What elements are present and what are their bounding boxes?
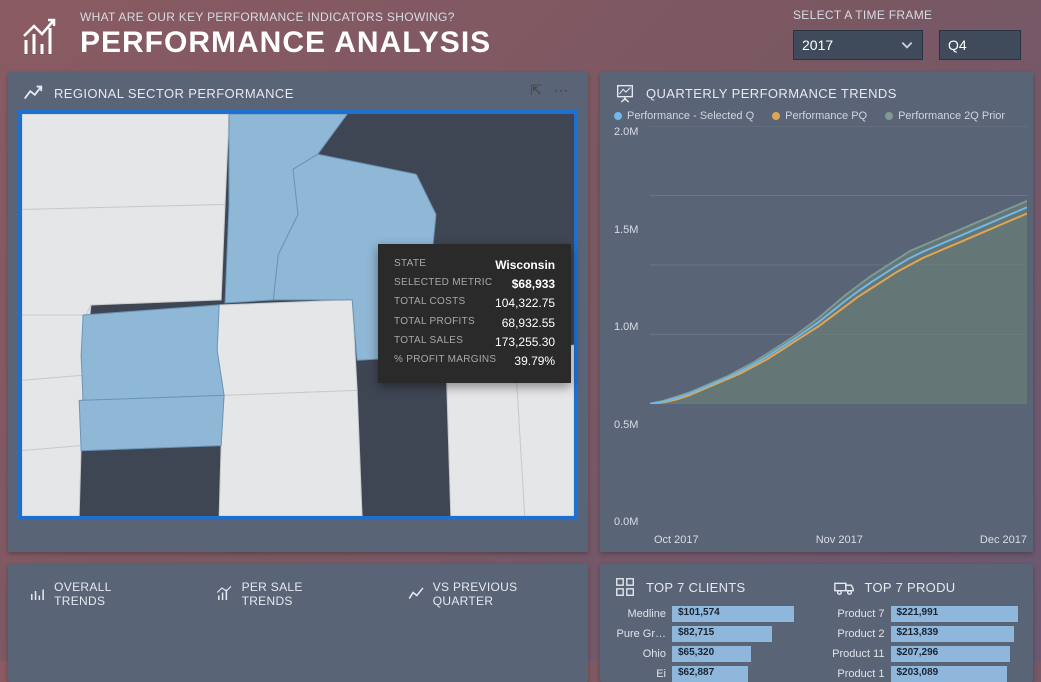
timeframe-label: SELECT A TIME FRAME (793, 8, 1021, 22)
top-clients-title: TOP 7 CLIENTS (646, 580, 746, 595)
bar-row-value: $207,296 (897, 647, 939, 658)
export-icon[interactable]: ⇱ (530, 82, 542, 99)
top-clients-section: TOP 7 CLIENTS Medline $101,574 Pure Gr… $82… (610, 568, 805, 682)
quarter-value: Q4 (948, 37, 967, 53)
tooltip-row: % PROFIT MARGINS39.79% (394, 352, 555, 371)
y-tick-label: 1.5M (614, 224, 650, 236)
bar-row-label: Product 1 (829, 668, 885, 680)
bar-row-value: $221,991 (897, 607, 939, 618)
quarterly-trends-panel: QUARTERLY PERFORMANCE TRENDS Performance… (600, 72, 1033, 552)
bar-up-icon (215, 584, 233, 604)
bar-row[interactable]: Product 7 $221,991 (829, 606, 1024, 622)
chevron-down-icon (900, 38, 914, 52)
bar-row-label: Product 7 (829, 608, 885, 620)
legend-item: Performance PQ (772, 110, 867, 122)
bar-row[interactable]: Ei $62,887 (610, 666, 805, 682)
bar-row-label: Ei (610, 668, 666, 680)
top-products-section: TOP 7 PRODU Product 7 $221,991 Product 2 $2… (829, 568, 1024, 682)
tooltip-row: SELECTED METRIC$68,933 (394, 275, 555, 294)
bar-row[interactable]: Product 1 $203,089 (829, 666, 1024, 682)
bar-trend-icon (28, 584, 46, 604)
trend-up-icon (22, 82, 44, 104)
tab-label: VS PREVIOUS QUARTER (433, 580, 568, 608)
bar-row-label: Pure Gr… (610, 628, 666, 640)
bar-row-label: Medline (610, 608, 666, 620)
x-tick-label: Dec 2017 (980, 534, 1027, 546)
y-tick-label: 0.5M (614, 419, 650, 431)
trends-panel-title: QUARTERLY PERFORMANCE TRENDS (646, 86, 897, 101)
bar-row[interactable]: Medline $101,574 (610, 606, 805, 622)
trends-legend: Performance - Selected Q Performance PQ Pe… (600, 110, 1033, 126)
trend-tab[interactable]: OVERALL TRENDS (28, 580, 155, 608)
trend-tab[interactable]: VS PREVIOUS QUARTER (407, 580, 568, 608)
page-subtitle: WHAT ARE OUR KEY PERFORMANCE INDICATORS … (80, 10, 491, 24)
tooltip-row: STATEWisconsin (394, 256, 555, 275)
logo-icon (20, 14, 66, 60)
bar-row-label: Product 2 (829, 628, 885, 640)
y-tick-label: 2.0M (614, 126, 650, 138)
x-tick-label: Nov 2017 (816, 534, 863, 546)
bar-row-value: $101,574 (678, 607, 720, 618)
tooltip-row: TOTAL COSTS104,322.75 (394, 294, 555, 313)
top-products-title: TOP 7 PRODU (865, 580, 956, 595)
trends-chart[interactable]: 2.0M 1.5M 1.0M 0.5M 0.0M Oct 2017 Nov 2017 Dec… (600, 126, 1033, 552)
bar-row-label: Ohio (610, 648, 666, 660)
tab-label: PER SALE TRENDS (242, 580, 347, 608)
bar-row-value: $62,887 (678, 667, 714, 678)
legend-item: Performance - Selected Q (614, 110, 754, 122)
bar-row-label: Product 11 (829, 648, 885, 660)
year-select[interactable]: 2017 (793, 30, 923, 60)
map-tooltip: STATEWisconsinSELECTED METRIC$68,933TOTA… (378, 244, 571, 383)
tooltip-row: TOTAL PROFITS68,932.55 (394, 314, 555, 333)
overall-trends-panel: OVERALL TRENDS PER SALE TRENDS VS PREVIOUS… (8, 564, 588, 682)
map-visual[interactable]: STATEWisconsinSELECTED METRIC$68,933TOTA… (18, 110, 578, 520)
bar-row-value: $213,839 (897, 627, 939, 638)
easel-chart-icon (614, 82, 636, 104)
trend-tab[interactable]: PER SALE TRENDS (215, 580, 346, 608)
quarter-select[interactable]: Q4 (939, 30, 1021, 60)
y-tick-label: 1.0M (614, 321, 650, 333)
bar-row[interactable]: Product 2 $213,839 (829, 626, 1024, 642)
bar-row[interactable]: Ohio $65,320 (610, 646, 805, 662)
tooltip-row: TOTAL SALES173,255.30 (394, 333, 555, 352)
line-trend-icon (407, 584, 425, 604)
bar-row[interactable]: Product 11 $207,296 (829, 646, 1024, 662)
legend-item: Performance 2Q Prior (885, 110, 1005, 122)
x-tick-label: Oct 2017 (654, 534, 699, 546)
more-options-icon[interactable]: ⋯ (554, 82, 568, 99)
tab-label: OVERALL TRENDS (54, 580, 155, 608)
grid-icon (614, 576, 636, 598)
page-title: PERFORMANCE ANALYSIS (80, 26, 491, 60)
top-lists-panel: TOP 7 CLIENTS Medline $101,574 Pure Gr… $82… (600, 564, 1033, 682)
map-panel-title: REGIONAL SECTOR PERFORMANCE (54, 86, 294, 101)
bar-row-value: $65,320 (678, 647, 714, 658)
y-tick-label: 0.0M (614, 516, 650, 528)
bar-row-value: $203,089 (897, 667, 939, 678)
bar-row-value: $82,715 (678, 627, 714, 638)
year-value: 2017 (802, 37, 833, 53)
bar-row[interactable]: Pure Gr… $82,715 (610, 626, 805, 642)
delivery-truck-icon (833, 576, 855, 598)
regional-performance-panel: REGIONAL SECTOR PERFORMANCE ⇱ ⋯ (8, 72, 588, 552)
